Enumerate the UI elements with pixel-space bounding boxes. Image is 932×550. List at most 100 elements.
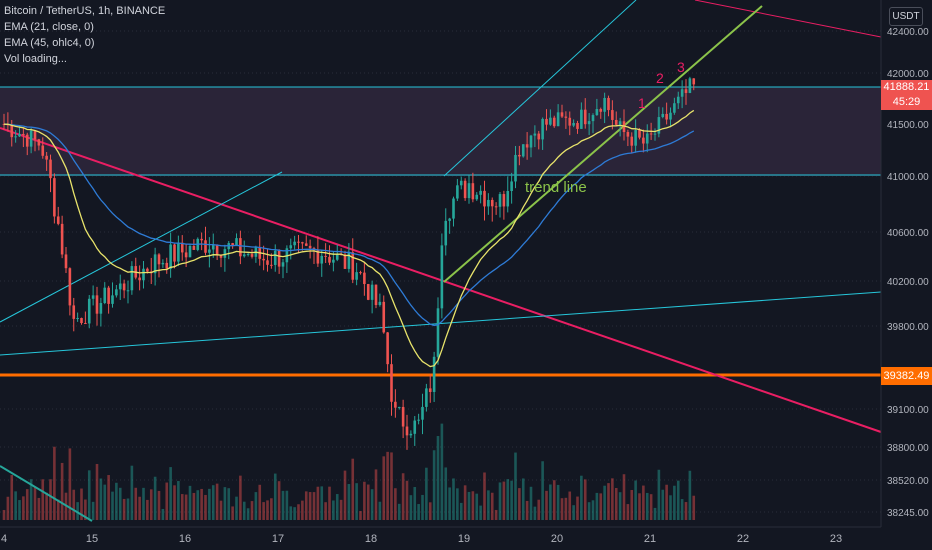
candle-body bbox=[80, 318, 83, 324]
candle-body bbox=[684, 89, 688, 93]
candle-body bbox=[490, 199, 494, 207]
candle-body bbox=[529, 135, 533, 148]
candle-body bbox=[250, 254, 254, 257]
candle-body bbox=[157, 254, 161, 265]
volume-bar bbox=[6, 496, 10, 520]
volume-bar bbox=[676, 480, 680, 520]
volume-bar bbox=[270, 498, 273, 520]
candle-body bbox=[397, 406, 401, 408]
currency-unit-button[interactable]: USDT bbox=[889, 7, 923, 26]
volume-bar bbox=[611, 478, 614, 520]
candle-body bbox=[111, 295, 114, 304]
volume-bar bbox=[657, 469, 661, 520]
volume-bar bbox=[53, 446, 56, 520]
volume-bar bbox=[568, 491, 572, 520]
candle-body bbox=[421, 406, 424, 420]
candle-body bbox=[545, 118, 548, 125]
candle-body bbox=[576, 123, 579, 129]
volume-bar bbox=[692, 495, 696, 520]
volume-bar bbox=[502, 481, 506, 520]
volume-bar bbox=[332, 500, 335, 520]
volume-bar bbox=[541, 461, 544, 520]
price-tick-label: 40200.00 bbox=[887, 277, 929, 288]
time-tick-label: 17 bbox=[272, 533, 284, 545]
volume-bar bbox=[60, 462, 64, 520]
volume-bar bbox=[169, 467, 172, 520]
candle-body bbox=[169, 244, 172, 269]
volume-bar bbox=[122, 498, 126, 520]
candle-body bbox=[552, 117, 556, 127]
candle-body bbox=[308, 245, 312, 249]
volume-bar bbox=[339, 499, 343, 520]
volume-bar bbox=[479, 505, 482, 520]
candle-body bbox=[126, 290, 130, 292]
volume-bar bbox=[308, 492, 312, 520]
volume-bar bbox=[680, 499, 684, 520]
candle-body bbox=[583, 109, 587, 125]
candle-body bbox=[324, 255, 327, 257]
volume-bar bbox=[549, 484, 552, 520]
candle-body bbox=[514, 154, 517, 182]
volume-bar bbox=[428, 502, 432, 520]
candle-body bbox=[192, 245, 196, 250]
volume-bar bbox=[231, 506, 234, 520]
volume-bar bbox=[587, 502, 591, 520]
volume-bar bbox=[421, 494, 424, 520]
volume-bar bbox=[440, 423, 444, 520]
candle-body bbox=[510, 181, 513, 191]
volume-bar bbox=[258, 484, 262, 520]
candle-body bbox=[661, 113, 665, 118]
candle-body bbox=[541, 118, 544, 140]
candle-body bbox=[49, 159, 52, 179]
symbol-title[interactable]: Bitcoin / TetherUS, 1h, BINANCE bbox=[4, 5, 166, 17]
ema45-legend[interactable]: EMA (45, ohlc4, 0) bbox=[4, 37, 95, 49]
volume-bar bbox=[386, 451, 389, 520]
volume-bar bbox=[394, 488, 397, 520]
volume-bar bbox=[390, 452, 393, 520]
volume-bar bbox=[510, 480, 513, 520]
candle-body bbox=[56, 216, 60, 224]
candle-body bbox=[370, 284, 374, 300]
volume-bar bbox=[576, 496, 579, 520]
candle-body bbox=[180, 242, 184, 253]
candle-body bbox=[277, 250, 281, 267]
candle-body bbox=[37, 139, 41, 146]
price-tick-label: 42400.00 bbox=[887, 27, 929, 38]
candle-body bbox=[390, 364, 393, 402]
volume-bar bbox=[161, 508, 165, 520]
candle-body bbox=[215, 244, 219, 256]
volume-bar bbox=[498, 482, 502, 520]
candle-body bbox=[386, 332, 389, 365]
candle-body bbox=[463, 180, 467, 199]
volume-bar bbox=[204, 494, 207, 520]
volume-legend[interactable]: Vol loading... bbox=[4, 53, 67, 65]
volume-bar bbox=[645, 492, 649, 520]
volume-bar bbox=[382, 456, 386, 520]
candle-body bbox=[425, 388, 428, 407]
volume-bar bbox=[312, 492, 316, 520]
price-tick-label: 39800.00 bbox=[887, 322, 929, 333]
channel-upper-line bbox=[443, 0, 637, 177]
volume-bar bbox=[80, 488, 83, 520]
ema21-legend[interactable]: EMA (21, close, 0) bbox=[4, 21, 94, 33]
candle-body bbox=[332, 259, 335, 263]
volume-bar bbox=[118, 487, 122, 520]
candle-body bbox=[618, 121, 622, 125]
volume-bar bbox=[603, 485, 606, 520]
volume-bar bbox=[475, 493, 479, 520]
candle-body bbox=[95, 295, 99, 314]
candle-body bbox=[549, 117, 552, 125]
volume-bar bbox=[277, 481, 281, 520]
volume-bar bbox=[335, 494, 339, 520]
candle-body bbox=[142, 268, 145, 281]
volume-bar bbox=[223, 487, 227, 520]
volume-bar bbox=[417, 504, 420, 520]
volume-bar bbox=[316, 486, 320, 520]
volume-bar bbox=[665, 484, 668, 520]
upper-trendline bbox=[694, 0, 882, 38]
candle-body bbox=[591, 115, 595, 122]
volume-bar bbox=[246, 508, 250, 520]
volume-bar bbox=[208, 488, 211, 520]
candle-body bbox=[107, 287, 110, 304]
